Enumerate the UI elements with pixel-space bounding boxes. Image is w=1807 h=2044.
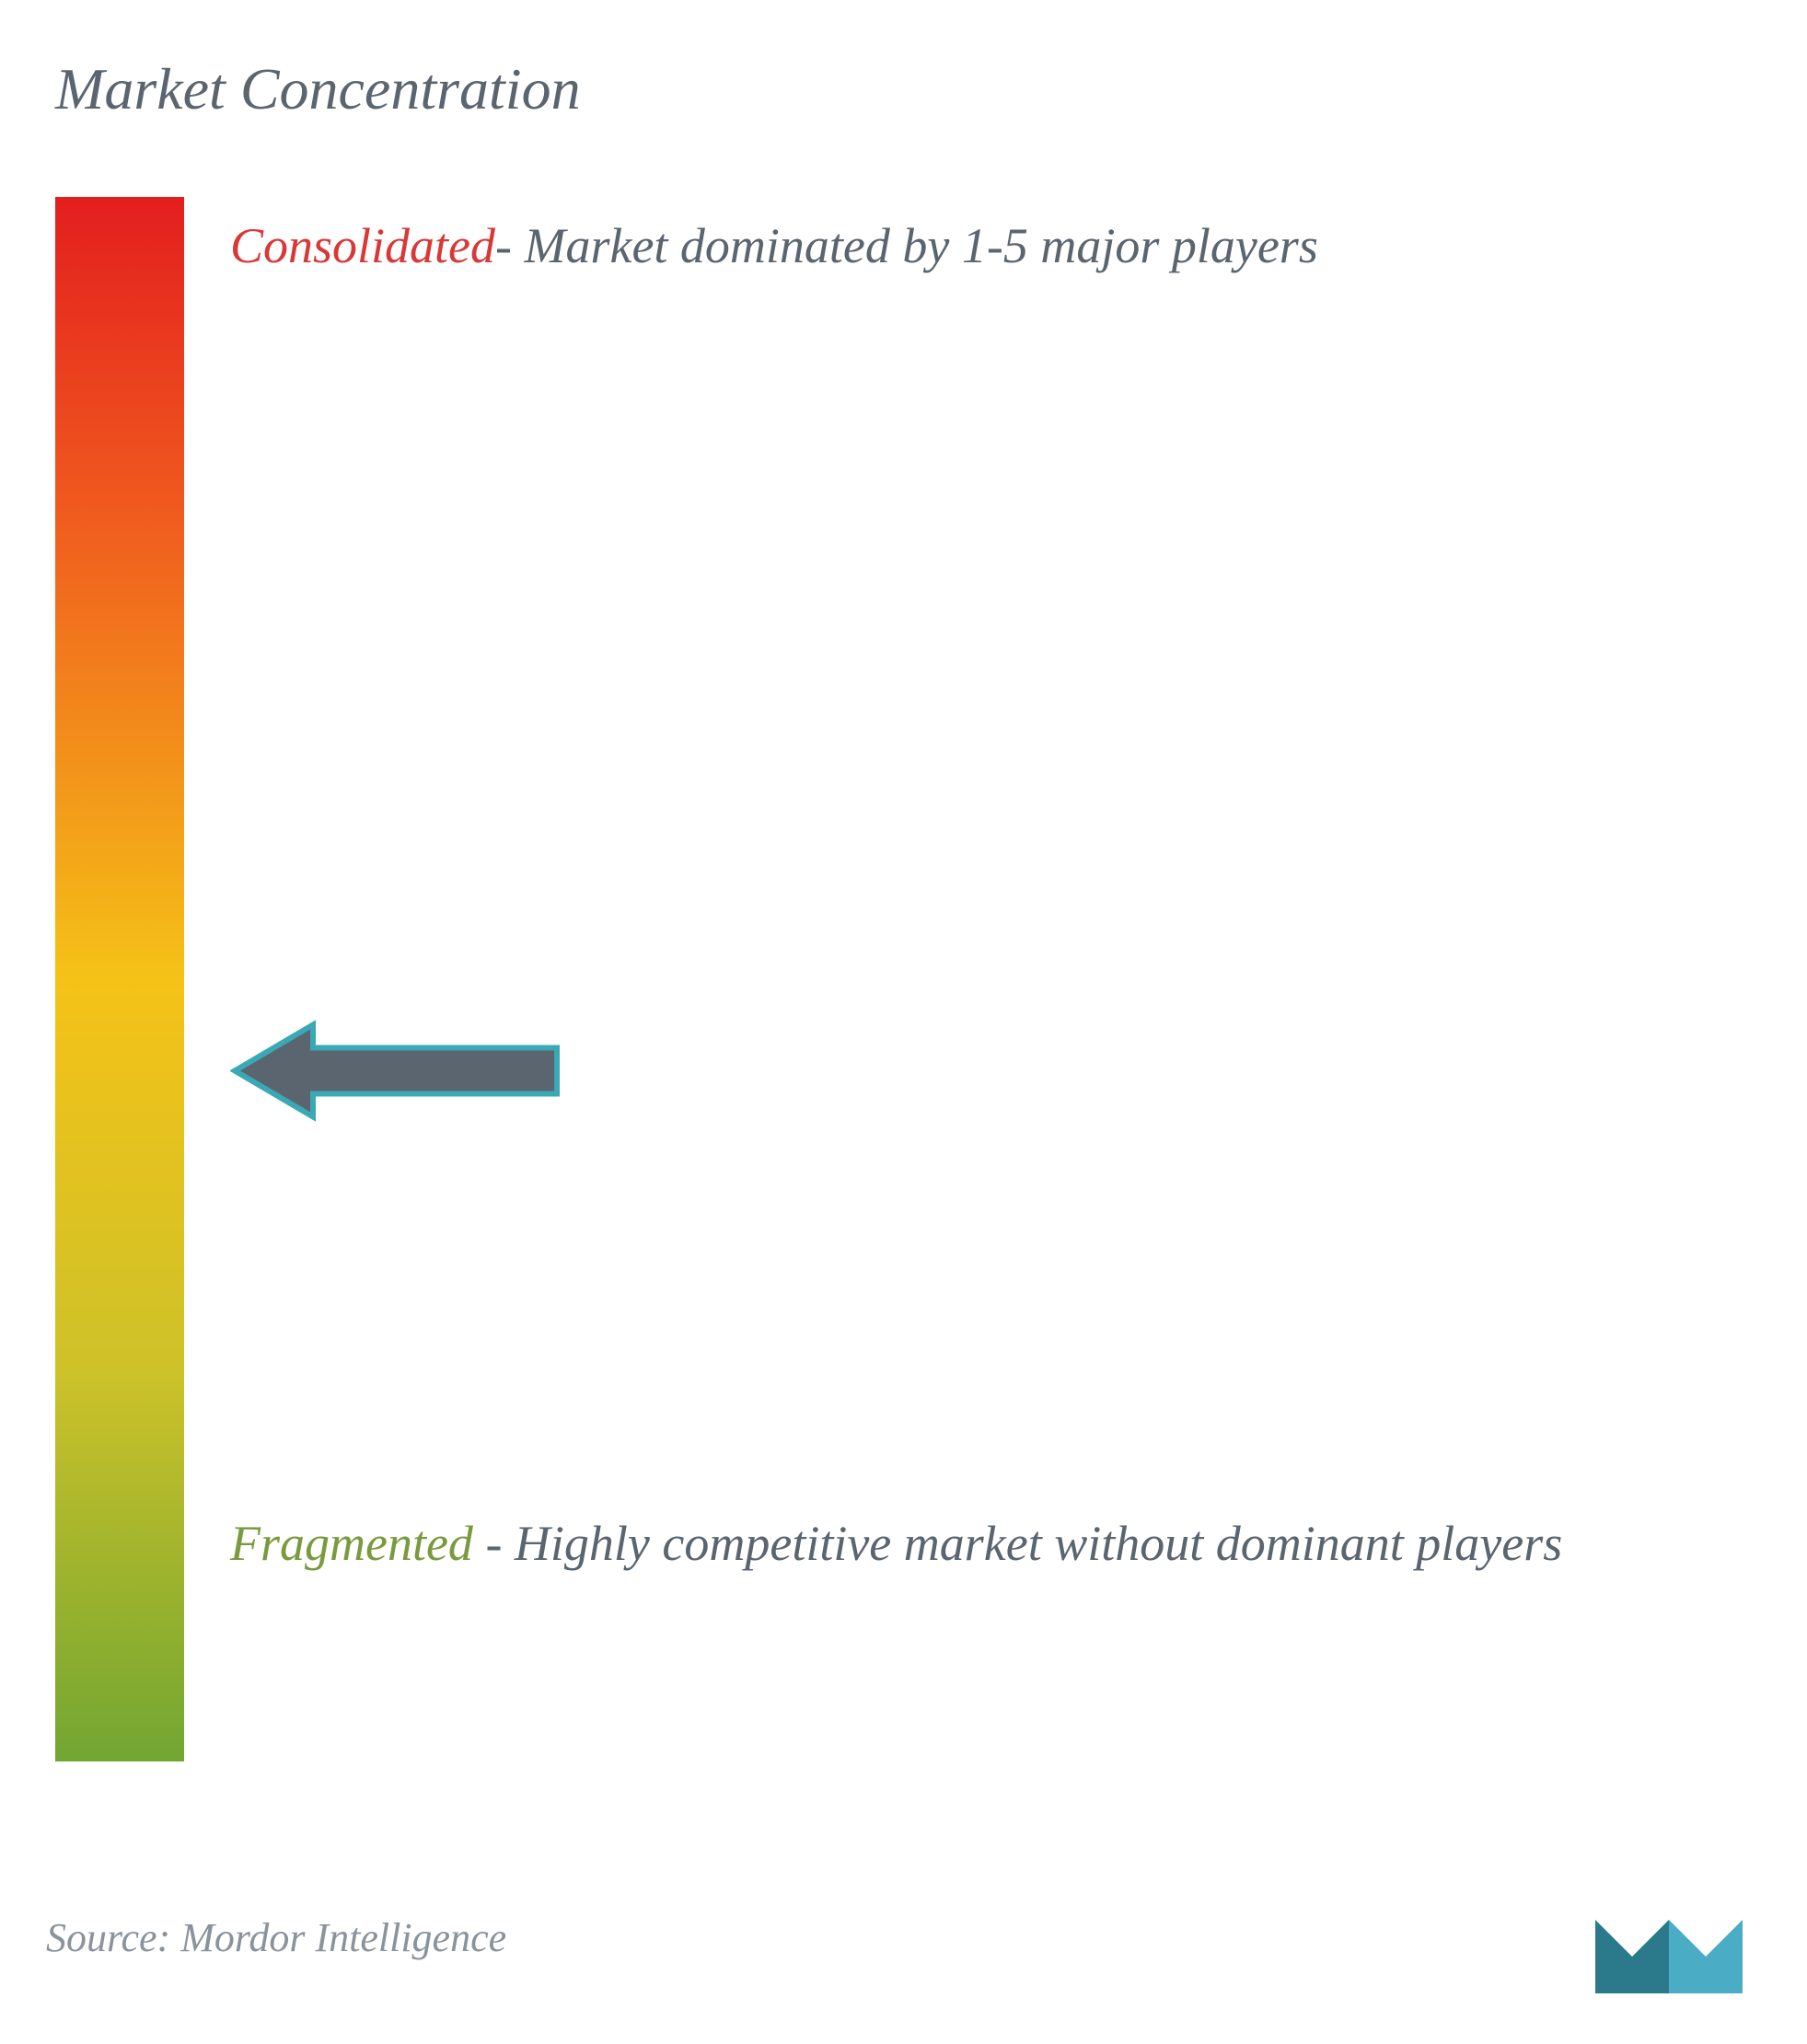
fragmented-keyword: Fragmented: [230, 1516, 473, 1571]
source-attribution: Source: Mordor Intelligence: [46, 1914, 506, 1961]
fragmented-description: - Highly competitive market without domi…: [473, 1516, 1562, 1571]
position-indicator-arrow: [230, 1016, 562, 1131]
content-area: Consolidated- Market dominated by 1-5 ma…: [46, 197, 1761, 1761]
logo-icon: [1586, 1892, 1752, 2003]
consolidated-keyword: Consolidated: [230, 218, 495, 273]
source-prefix: Source:: [46, 1915, 180, 1960]
consolidated-description: - Market dominated by 1-5 major players: [495, 218, 1318, 273]
arrow-icon: [230, 1016, 562, 1126]
consolidated-label: Consolidated- Market dominated by 1-5 ma…: [230, 206, 1724, 285]
mordor-logo: [1586, 1892, 1752, 2007]
fragmented-label: Fragmented - Highly competitive market w…: [230, 1504, 1724, 1583]
concentration-gradient-bar: [55, 197, 184, 1761]
labels-area: Consolidated- Market dominated by 1-5 ma…: [230, 197, 1761, 1761]
chart-title: Market Concentration: [55, 55, 1761, 123]
chart-container: Market Concentration Consolidated- Marke…: [0, 0, 1807, 2044]
source-value: Mordor Intelligence: [180, 1915, 506, 1960]
